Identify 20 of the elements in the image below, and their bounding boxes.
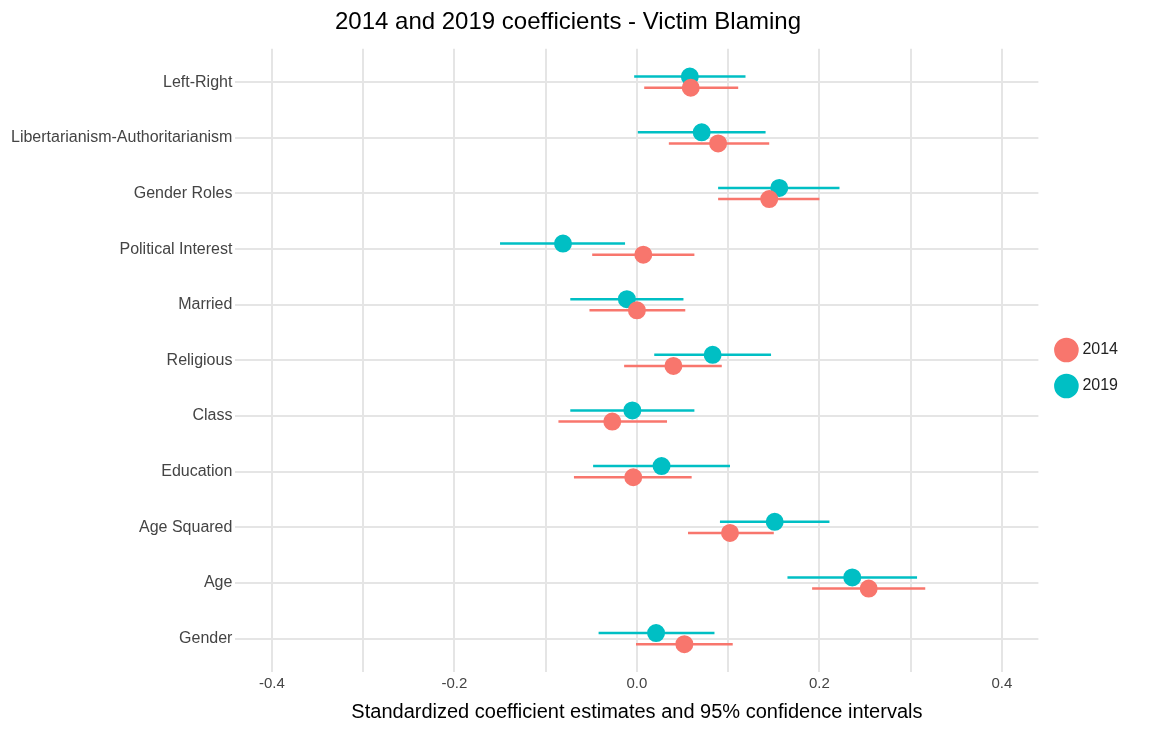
y-tick-label: Age xyxy=(203,573,233,591)
x-tick-label: 0.0 xyxy=(626,674,648,692)
y-tick-label: Religious xyxy=(166,350,233,368)
x-axis-title: Standardized coefficient estimates and 95% confidence intervals xyxy=(351,699,923,722)
legend-label: 2014 xyxy=(1082,340,1119,358)
x-tick-label: 0.4 xyxy=(991,674,1013,692)
chart-title: 2014 and 2019 coefficients - Victim Blaming xyxy=(334,7,802,35)
y-tick-label: Gender xyxy=(179,629,234,647)
x-tick-label: -0.2 xyxy=(441,674,468,692)
y-tick-label: Age Squared xyxy=(139,517,233,535)
y-tick-label: Married xyxy=(178,295,233,313)
x-tick-label: 0.2 xyxy=(808,674,830,692)
y-tick-label: Libertarianism-Authoritarianism xyxy=(10,128,233,146)
y-tick-label: Political Interest xyxy=(119,239,233,257)
y-tick-label: Left-Right xyxy=(163,72,233,90)
x-tick-label: -0.4 xyxy=(258,674,285,692)
y-tick-label: Education xyxy=(161,462,233,480)
legend-label: 2019 xyxy=(1082,376,1119,394)
y-tick-label: Class xyxy=(192,406,233,424)
y-tick-label: Gender Roles xyxy=(133,183,233,201)
